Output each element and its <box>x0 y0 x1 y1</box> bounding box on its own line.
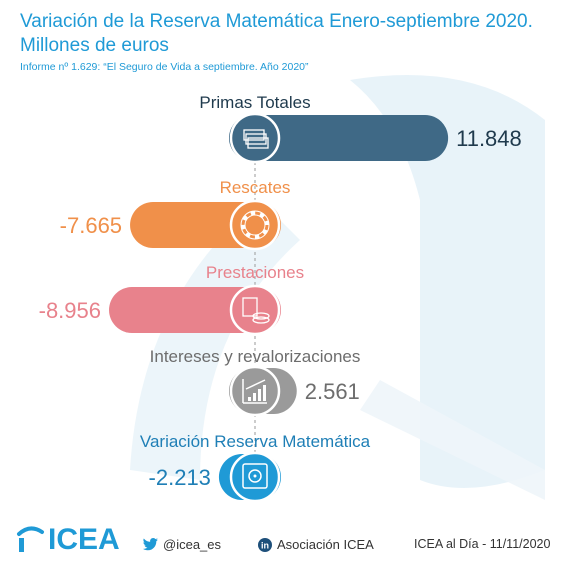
icea-logo: ICEA <box>16 523 120 557</box>
lifebuoy-icon <box>240 210 270 240</box>
icea-logo-icon <box>17 526 44 552</box>
footer: ICEA @icea_es in Asociación ICEA ICEA al… <box>0 515 567 567</box>
category-label: Rescates <box>220 178 291 197</box>
twitter-handle: @icea_es <box>163 537 222 552</box>
bar-group-1: Rescates -7.665 <box>60 178 291 251</box>
bar-group-0: Primas Totales 11.848 <box>199 93 522 164</box>
money-stack-icon <box>243 129 269 149</box>
chart-title: Variación de la Reserva Matemática Enero… <box>20 11 533 56</box>
linkedin-icon: in <box>258 537 272 552</box>
svg-text:in: in <box>261 540 269 550</box>
category-label: Variación Reserva Matemática <box>140 432 371 451</box>
twitter-link[interactable]: @icea_es <box>143 537 221 552</box>
icon-circle <box>229 284 281 336</box>
bar <box>229 115 449 161</box>
bar-group-3: Intereses y revalorizaciones 2.561 <box>150 347 361 417</box>
twitter-icon <box>143 538 158 551</box>
icon-circle <box>229 365 281 417</box>
bar-group-2: Prestaciones -8.956 <box>39 263 304 336</box>
safe-icon <box>242 463 268 489</box>
category-label: Intereses y revalorizaciones <box>150 347 361 366</box>
logo-text: ICEA <box>48 523 120 556</box>
linkedin-name: Asociación ICEA <box>277 537 374 552</box>
linkedin-link[interactable]: in Asociación ICEA <box>258 537 374 552</box>
value-label: 2.561 <box>305 379 360 404</box>
calculator-coins-icon <box>242 297 270 324</box>
footer-date: ICEA al Día - 11/11/2020 <box>414 537 551 551</box>
category-label: Primas Totales <box>199 93 310 112</box>
chart-subtitle: Informe nº 1.629: “El Seguro de Vida a s… <box>20 61 309 73</box>
value-label: 11.848 <box>456 126 522 151</box>
value-label: -2.213 <box>149 465 211 490</box>
value-label: -8.956 <box>39 298 101 323</box>
growth-chart-icon <box>242 379 267 404</box>
bar-group-4: Variación Reserva Matemática -2.213 <box>140 432 371 503</box>
category-label: Prestaciones <box>206 263 304 282</box>
value-label: -7.665 <box>60 213 122 238</box>
icon-circle <box>229 199 281 251</box>
